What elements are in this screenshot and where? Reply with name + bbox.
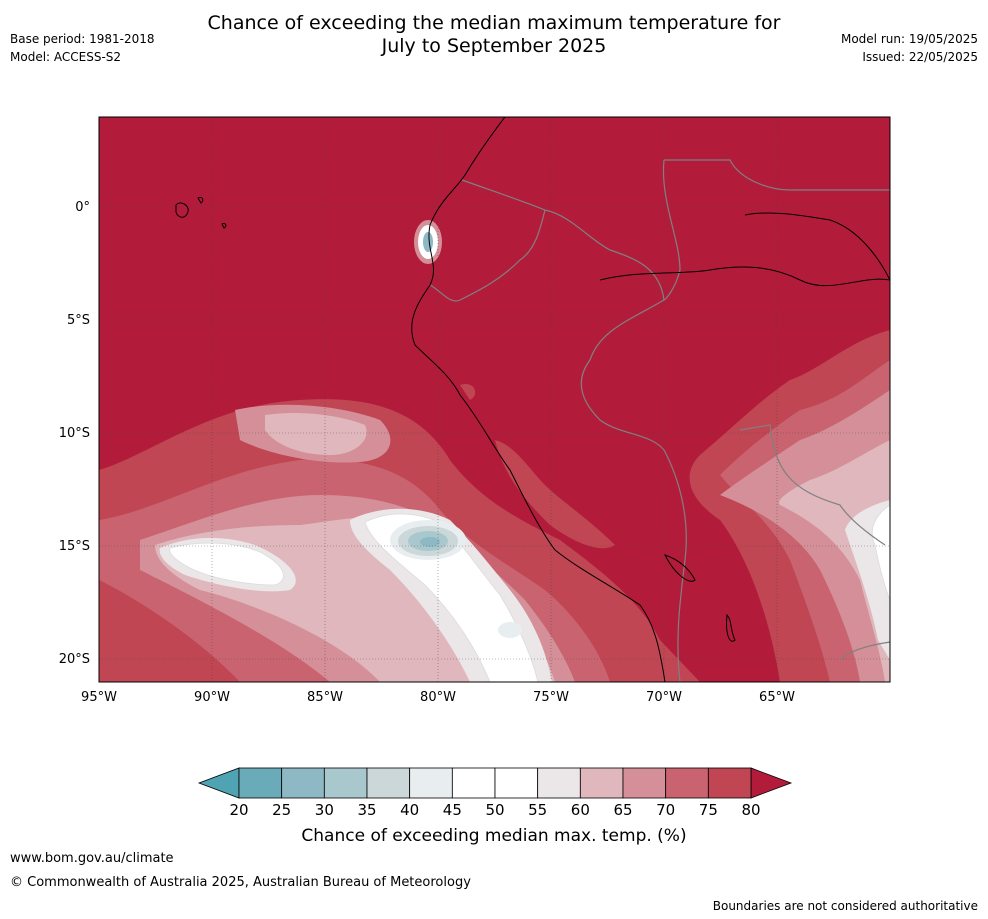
- colorbar-label: Chance of exceeding median max. temp. (%…: [301, 826, 687, 846]
- contour-50-east: [871, 504, 890, 601]
- base-period-text: Base period: 1981-2018: [10, 32, 155, 46]
- contour-30: [420, 537, 440, 547]
- contour-65-east: [720, 390, 890, 682]
- lon-label-75w: 75°W: [533, 690, 569, 705]
- lat-label-20s: 20°S: [59, 652, 90, 667]
- colorbar-ticks: 20 25 30 35 40 45 50 55 60 65 70 75 80: [229, 801, 760, 819]
- colorbar-tick-label: 75: [699, 801, 718, 819]
- colorbar-segment: [281, 767, 325, 799]
- title-line-1: Chance of exceeding the median maximum t…: [207, 12, 781, 34]
- gridlines: [99, 117, 890, 682]
- issued-text: Issued: 22/05/2025: [862, 50, 978, 64]
- model-run-text: Model run: 19/05/2025: [840, 32, 978, 46]
- contour-75-andes: [460, 383, 615, 549]
- colorbar-tick-label: 80: [741, 801, 760, 819]
- colorbar-tick-label: 50: [485, 801, 504, 819]
- title-line-2: July to September 2025: [381, 35, 607, 57]
- meta-right: Model run: 19/05/2025 Issued: 22/05/2025: [841, 30, 978, 66]
- contour-60-north: [265, 413, 367, 455]
- site-url: www.bom.gov.au/climate: [10, 851, 174, 866]
- map: 0° 5°S 10°S 15°S 20°S 95°W 90°W 85°W 80°…: [59, 116, 891, 705]
- contour-50-west: [169, 542, 284, 586]
- colorbar-tick-label: 20: [229, 801, 248, 819]
- lat-label-5s: 5°S: [67, 313, 90, 328]
- contour-60-east: [779, 440, 890, 682]
- lat-label-0: 0°: [75, 200, 90, 215]
- map-frame: [98, 116, 891, 683]
- lon-label-80w: 80°W: [420, 690, 456, 705]
- lon-labels: 95°W 90°W 85°W 80°W 75°W 70°W 65°W: [81, 690, 795, 705]
- colorbar-upper-extend: [750, 767, 793, 799]
- copyright-text: © Commonwealth of Australia 2025, Austra…: [10, 875, 471, 890]
- disclaimer-text: Boundaries are not considered authoritat…: [712, 899, 978, 913]
- coastlines: [175, 117, 890, 682]
- lon-label-85w: 85°W: [307, 690, 343, 705]
- chart-title: Chance of exceeding the median maximum t…: [0, 12, 988, 58]
- colorbar-segment: [238, 767, 283, 799]
- colorbar-tick-label: 65: [613, 801, 632, 819]
- model-text: Model: ACCESS-S2: [10, 50, 122, 64]
- lon-label-95w: 95°W: [81, 690, 117, 705]
- colorbar-tick-label: 35: [357, 801, 376, 819]
- colorbar-segment: [366, 767, 411, 799]
- country-borders: [429, 159, 890, 682]
- lat-label-10s: 10°S: [59, 426, 90, 441]
- lon-label-70w: 70°W: [646, 690, 682, 705]
- colorbar-segment: [451, 767, 496, 799]
- colorbar-segment: [707, 767, 752, 799]
- colorbar-segment: [537, 767, 581, 799]
- colorbar-segment: [409, 767, 453, 799]
- colorbar-segment: [323, 767, 368, 799]
- contour-fields: [99, 220, 890, 682]
- colorbar-tick-label: 55: [528, 801, 547, 819]
- colorbar-segment: [665, 767, 709, 799]
- colorbar-tick-label: 30: [315, 801, 334, 819]
- colorbar-segment: [622, 767, 667, 799]
- colorbar-tick-label: 60: [571, 801, 590, 819]
- meta-left: Base period: 1981-2018 Model: ACCESS-S2: [10, 30, 155, 66]
- colorbar-tick-label: 40: [400, 801, 419, 819]
- lat-label-15s: 15°S: [59, 539, 90, 554]
- colorbar-lower-extend: [197, 767, 240, 799]
- colorbar-segment: [579, 767, 624, 799]
- colorbar-segment: [494, 767, 539, 799]
- coastal-spot-inner: [423, 232, 433, 252]
- lat-labels: 0° 5°S 10°S 15°S 20°S: [59, 200, 90, 667]
- lon-label-90w: 90°W: [194, 690, 230, 705]
- colorbar-tick-label: 70: [656, 801, 675, 819]
- lon-label-65w: 65°W: [759, 690, 795, 705]
- colorbar-segments: [238, 767, 752, 799]
- colorbar-tick-label: 25: [272, 801, 291, 819]
- colorbar-tick-label: 45: [443, 801, 462, 819]
- contour-low-south: [498, 622, 522, 638]
